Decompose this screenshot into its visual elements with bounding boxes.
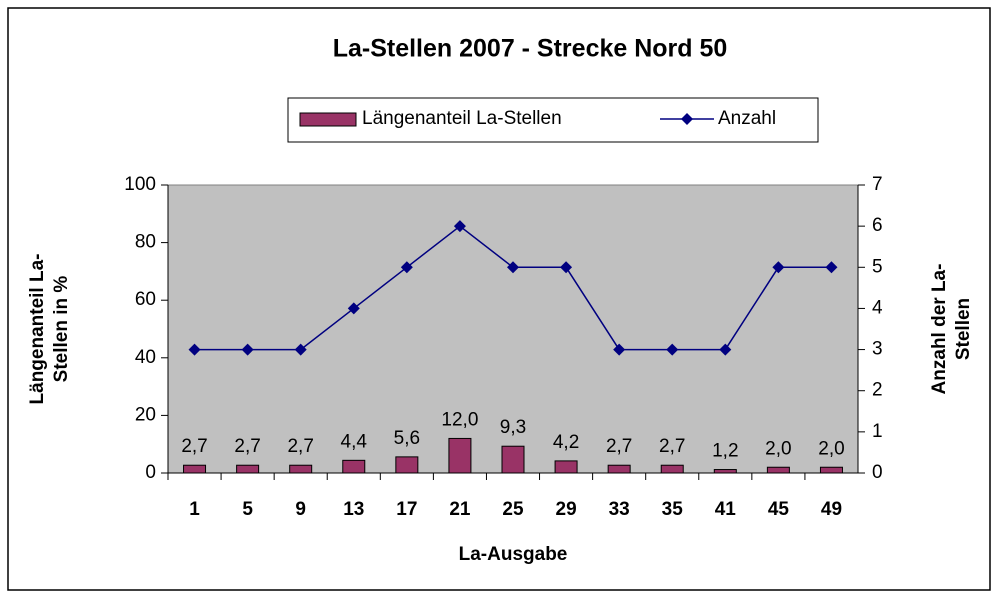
x-tick-label: 21 [449,499,471,520]
y-tick-label: 100 [124,174,156,195]
y-axis-title: Stellen in % [51,276,72,383]
data-label: 1,2 [712,441,738,462]
bar [501,445,525,474]
marker [719,343,732,356]
data-label: 4,4 [341,431,368,452]
bar [607,464,631,474]
x-tick-label: 13 [343,499,364,520]
y2-axis-title: Stellen [953,298,974,360]
marker [347,302,360,315]
y-tick-label: 40 [135,347,156,368]
bar [766,466,790,474]
data-label: 2,0 [818,438,844,459]
bar [660,464,684,474]
legend-label: Längenanteil La-Stellen [362,108,562,129]
bar [236,464,260,474]
data-label: 2,0 [765,438,791,459]
data-label: 12,0 [441,409,478,430]
marker [613,343,626,356]
y-tick-label: 80 [135,232,156,253]
marker [772,261,785,274]
bar [713,469,737,474]
data-label: 2,7 [606,436,632,457]
y2-axis-title: Anzahl der La- [929,264,950,395]
data-label: 5,6 [394,428,420,449]
bar [342,459,366,474]
y-tick-label: 0 [145,462,156,483]
y-axis-title: Längenanteil La- [27,254,48,405]
y2-tick-label: 6 [872,215,883,236]
bar [448,437,472,474]
x-tick-label: 25 [502,499,524,520]
legend-swatch [681,113,693,125]
bar [819,466,843,474]
data-label: 9,3 [500,417,526,438]
chart-title: La-Stellen 2007 - Strecke Nord 50 [333,35,728,63]
x-tick-label: 41 [715,499,737,520]
bar [554,460,578,474]
legend-box [287,97,819,143]
y2-tick-label: 2 [872,380,883,401]
marker [294,343,307,356]
y2-tick-label: 7 [872,174,883,195]
marker [560,261,573,274]
x-tick-label: 5 [242,499,253,520]
data-label: 2,7 [287,436,313,457]
y2-tick-label: 5 [872,256,883,277]
legend-label: Anzahl [718,108,776,129]
marker [400,261,413,274]
y2-tick-label: 0 [872,462,883,483]
x-tick-label: 1 [189,499,200,520]
marker [241,343,254,356]
y-tick-label: 20 [135,404,156,425]
data-label: 4,2 [553,432,579,453]
x-tick-label: 33 [609,499,630,520]
y2-tick-label: 4 [872,297,883,318]
bar [395,456,419,474]
marker [825,261,838,274]
legend-swatch [299,112,357,127]
data-label: 2,7 [234,436,260,457]
x-tick-label: 49 [821,499,842,520]
y2-tick-label: 1 [872,421,883,442]
x-tick-label: 35 [662,499,684,520]
x-tick-label: 17 [396,499,417,520]
x-tick-label: 9 [295,499,306,520]
data-label: 2,7 [659,436,685,457]
y2-tick-label: 3 [872,339,883,360]
y-tick-label: 60 [135,289,156,310]
marker [507,261,519,274]
bar [289,464,313,474]
marker [188,343,201,356]
marker [453,220,466,233]
x-axis-title: La-Ausgabe [459,544,568,565]
marker [666,343,679,356]
bar [183,464,207,474]
x-tick-label: 45 [768,499,790,520]
data-label: 2,7 [181,436,207,457]
plot-area [167,184,859,474]
x-tick-label: 29 [556,499,577,520]
